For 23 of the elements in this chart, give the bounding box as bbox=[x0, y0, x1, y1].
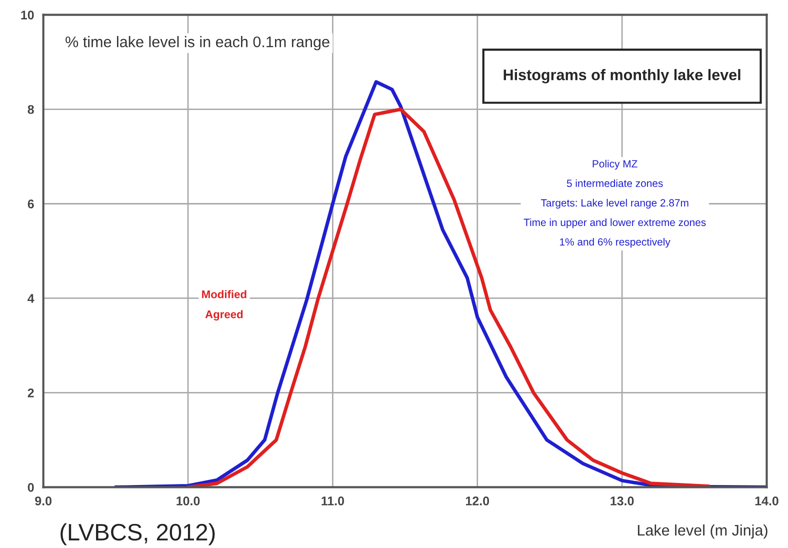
text: Policy MZ bbox=[592, 160, 638, 170]
text: (LVBCS, 2012) bbox=[60, 523, 215, 546]
x-axis-title: Lake level (m Jinja) bbox=[638, 524, 768, 539]
x-tick-label: 9.0 bbox=[35, 496, 52, 506]
annotation: Targets: Lake level range 2.87m bbox=[540, 198, 688, 209]
y-axis-title: % time lake level is in each 0.1m range bbox=[66, 36, 330, 50]
text: Histograms of monthly lake level bbox=[504, 69, 740, 84]
x-tick-label: 10.0 bbox=[176, 496, 200, 506]
y-tick-label: 4 bbox=[28, 294, 34, 303]
y-tick-label: 8 bbox=[28, 105, 34, 114]
y-tick-label: 2 bbox=[28, 388, 34, 398]
annotation: Time in upper and lower extreme zones bbox=[524, 218, 706, 228]
y-tick-label: 10 bbox=[21, 10, 34, 20]
line-series bbox=[186, 108, 711, 488]
x-tick-label: 14.0 bbox=[755, 496, 778, 506]
annotation: 5 intermediate zones bbox=[566, 179, 663, 188]
y-tick-label: 0 bbox=[28, 482, 34, 492]
text: Modified Agreed bbox=[202, 290, 246, 321]
x-tick-label: 11.0 bbox=[322, 496, 344, 506]
x-tick-label: 12.0 bbox=[466, 496, 490, 506]
y-tick-label: 6 bbox=[28, 200, 34, 208]
x-tick-label: 13.0 bbox=[610, 496, 634, 506]
annotation: 1% and 6% respectively bbox=[560, 238, 670, 248]
